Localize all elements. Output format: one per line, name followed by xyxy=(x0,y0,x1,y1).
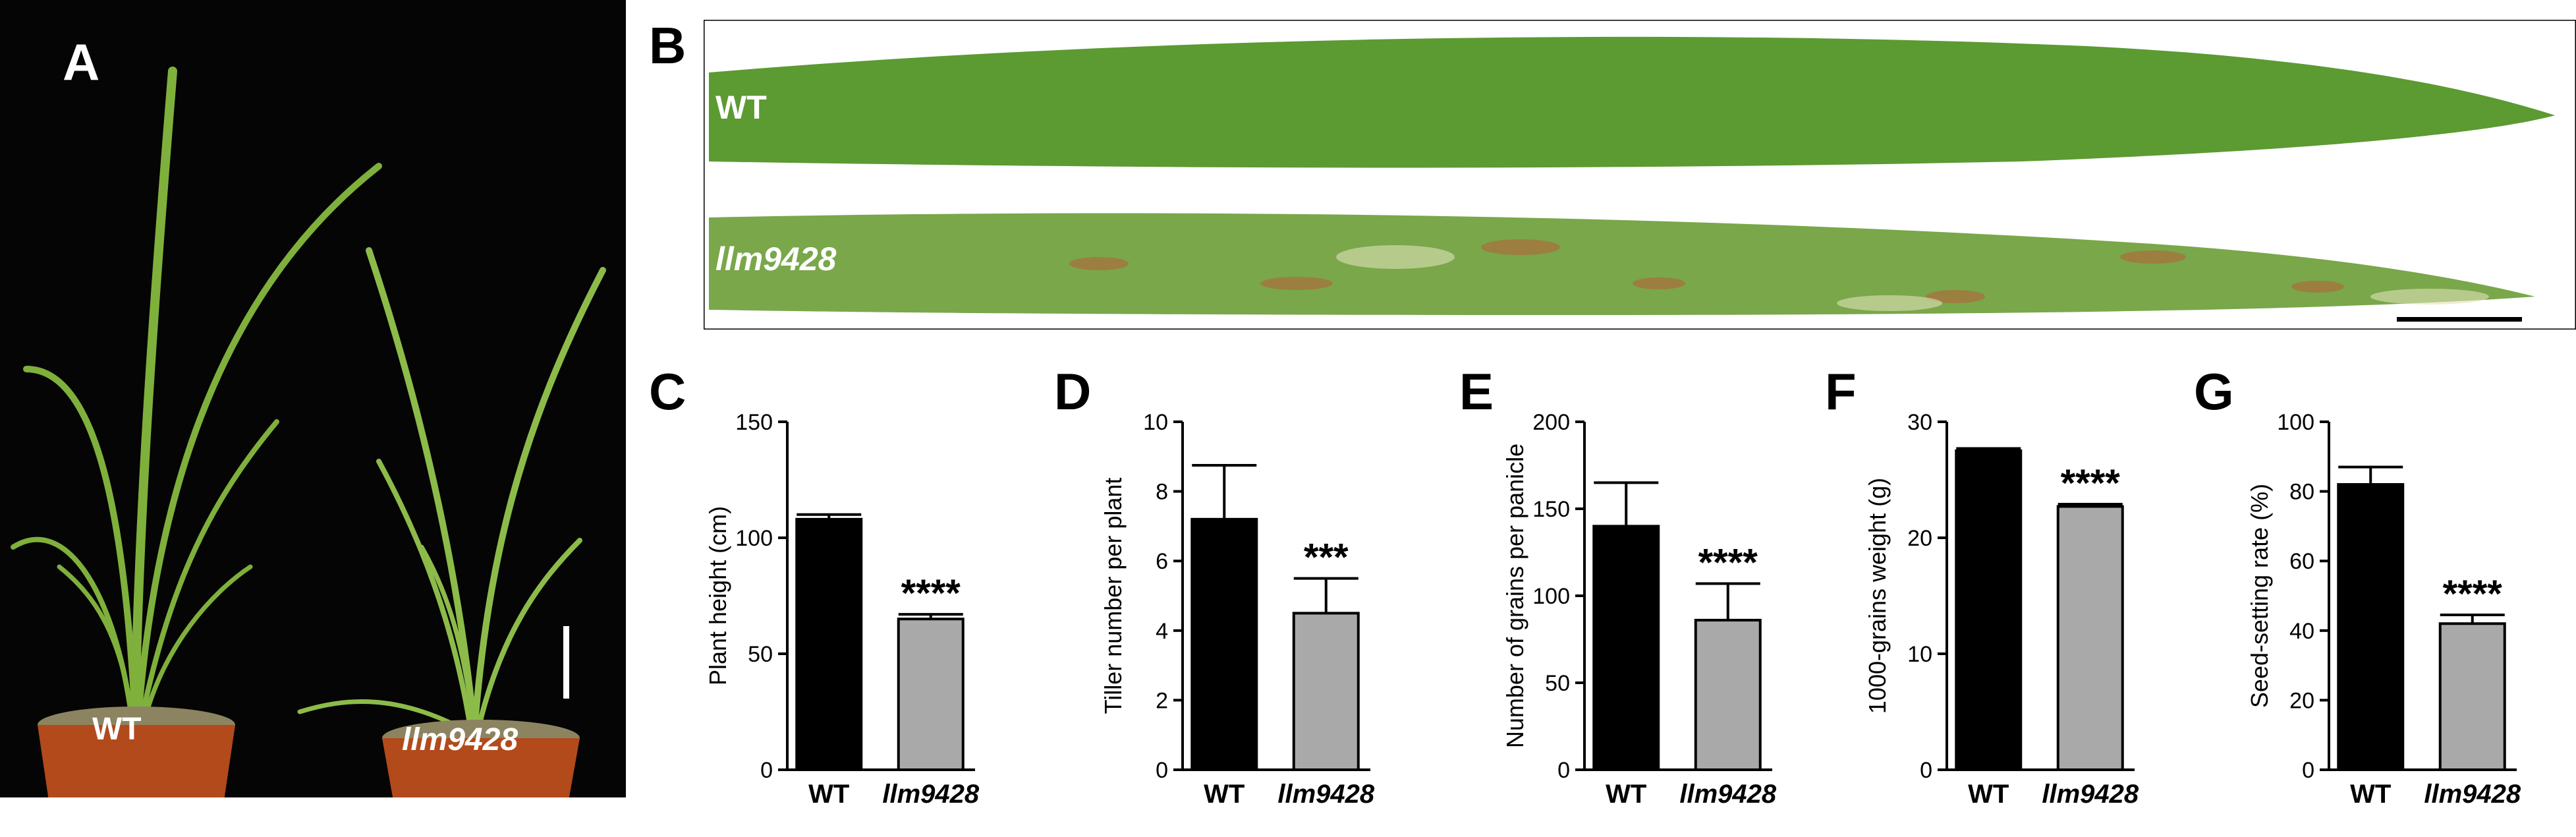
bar xyxy=(2438,622,2506,771)
x-category-label: llm9428 xyxy=(1679,780,1777,809)
panel-letter-c: C xyxy=(649,362,686,420)
x-category-label: llm9428 xyxy=(1277,780,1375,809)
photo-a-wt-label: WT xyxy=(92,712,142,747)
y-tick-label: 8 xyxy=(1156,480,1168,505)
y-tick-label: 4 xyxy=(1156,619,1168,644)
photo-a-mutant-label: llm9428 xyxy=(402,722,518,757)
chart-seed-setting-rate: 0 20 40 60 80 100 Seed-setting rate (%) WT **** l… xyxy=(2240,395,2550,837)
mutant-leaf-lesions xyxy=(1069,239,2344,303)
bar xyxy=(1955,449,2023,771)
chart-plant-height: 0 50 100 150 Plant height (cm) WT **** llm9428 xyxy=(698,395,1008,837)
bar xyxy=(2056,505,2124,771)
chart-1000-grain-weight: 0 10 20 30 1000-grains weight (g) WT **** llm94… xyxy=(1858,395,2168,837)
significance-label: **** xyxy=(2061,462,2121,505)
bar xyxy=(795,517,863,771)
y-tick-label: 0 xyxy=(2302,758,2314,783)
y-tick-label: 10 xyxy=(1907,642,1932,667)
photo-b-wt-label: WT xyxy=(715,89,767,126)
panel-letter-e: E xyxy=(1459,362,1494,420)
x-category-label: llm9428 xyxy=(2424,780,2521,809)
leaf-photo-b: WT llm9428 xyxy=(704,20,2576,330)
scale-bar-b xyxy=(2397,317,2522,322)
chart-svg: 0 20 40 60 80 100 Seed-setting rate (%) WT **** l… xyxy=(2246,410,2521,809)
bar xyxy=(1694,618,1762,771)
chart-svg: 0 2 4 6 8 10 Tiller number per plant WT *** llm94… xyxy=(1100,410,1375,809)
chart-tiller-number: 0 2 4 6 8 10 Tiller number per plant WT *** llm94… xyxy=(1094,395,1403,837)
y-tick-label: 100 xyxy=(735,526,773,551)
y-tick-label: 20 xyxy=(2289,688,2314,713)
photo-b-mutant-label: llm9428 xyxy=(715,241,837,277)
bar xyxy=(1190,517,1258,771)
panel-letter-f: F xyxy=(1825,362,1857,420)
x-category-label: WT xyxy=(2350,780,2391,809)
chart-svg: 0 10 20 30 1000-grains weight (g) WT **** llm94… xyxy=(1864,410,2139,809)
significance-label: **** xyxy=(2443,573,2503,616)
y-axis-label: Plant height (cm) xyxy=(704,506,731,685)
panel-letter-d: D xyxy=(1054,362,1092,420)
y-tick-label: 10 xyxy=(1143,410,1168,435)
mutant-leaf xyxy=(709,213,2535,315)
wt-plant-shape xyxy=(11,67,382,723)
wt-leaf xyxy=(709,36,2555,168)
y-axis-label: Seed-setting rate (%) xyxy=(2246,484,2273,708)
bar xyxy=(2337,483,2405,771)
plant-photo-a: WT llm9428 xyxy=(0,0,626,797)
x-category-label: WT xyxy=(1968,780,2009,809)
panel-letter-a: A xyxy=(63,33,100,91)
y-tick-label: 150 xyxy=(735,410,773,435)
y-axis-label: Number of grains per panicle xyxy=(1501,444,1528,748)
wt-pot xyxy=(38,725,235,797)
plant-photo-illustration: WT llm9428 xyxy=(11,67,606,797)
significance-label: *** xyxy=(1304,536,1349,579)
significance-label: **** xyxy=(901,572,961,615)
y-tick-label: 80 xyxy=(2289,480,2314,505)
y-tick-label: 30 xyxy=(1907,410,1932,435)
mutant-pot xyxy=(382,738,580,797)
y-tick-label: 0 xyxy=(1920,758,1932,783)
y-tick-label: 0 xyxy=(760,758,773,783)
y-tick-label: 0 xyxy=(1557,758,1570,783)
x-category-label: WT xyxy=(1204,780,1245,809)
y-tick-label: 200 xyxy=(1532,410,1570,435)
y-tick-label: 20 xyxy=(1907,526,1932,551)
y-axis-label: 1000-grains weight (g) xyxy=(1864,478,1891,714)
mutant-plant-shape xyxy=(297,247,606,735)
bar xyxy=(1592,525,1660,771)
mutant-leaf-pale-patches xyxy=(1336,245,2489,311)
chart-svg: 0 50 100 150 Plant height (cm) WT **** llm9428 xyxy=(704,410,980,809)
leaf-photo-illustration: WT llm9428 xyxy=(704,20,2576,330)
x-category-label: llm9428 xyxy=(882,780,980,809)
significance-label: **** xyxy=(1698,542,1758,585)
y-tick-label: 50 xyxy=(748,642,773,667)
panel-letter-g: G xyxy=(2194,362,2234,420)
y-tick-label: 0 xyxy=(1156,758,1168,783)
y-tick-label: 60 xyxy=(2289,549,2314,574)
y-tick-label: 100 xyxy=(1532,584,1570,609)
y-tick-label: 150 xyxy=(1532,497,1570,522)
y-tick-label: 100 xyxy=(2277,410,2314,435)
bar xyxy=(1292,612,1360,771)
x-category-label: WT xyxy=(808,780,849,809)
y-tick-label: 50 xyxy=(1545,671,1570,696)
y-tick-label: 2 xyxy=(1156,688,1168,713)
chart-grains-per-panicle: 0 50 100 150 200 Number of grains per panicle… xyxy=(1496,395,1805,837)
x-category-label: WT xyxy=(1606,780,1646,809)
y-tick-label: 40 xyxy=(2289,619,2314,644)
y-tick-label: 6 xyxy=(1156,549,1168,574)
scale-bar-a xyxy=(563,626,569,699)
y-axis-label: Tiller number per plant xyxy=(1100,478,1127,714)
panel-letter-b: B xyxy=(649,16,686,74)
x-category-label: llm9428 xyxy=(2042,780,2139,809)
bar xyxy=(897,618,965,772)
